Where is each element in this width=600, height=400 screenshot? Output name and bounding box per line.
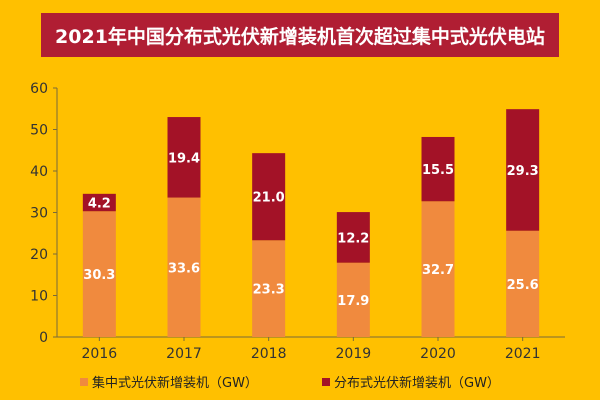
data-label-centralized: 33.6 [168,261,200,276]
data-label-distributed: 29.3 [507,164,539,179]
y-tick-label: 10 [30,289,48,305]
legend-swatch-distributed [322,377,330,386]
bar-distributed [336,212,370,263]
x-tick-label: 2017 [166,346,202,362]
bar-centralized [167,197,201,337]
y-tick-label: 40 [30,164,48,180]
x-tick-label: 2020 [420,346,456,362]
data-label-distributed: 21.0 [253,191,285,206]
bar-distributed [421,136,455,202]
bar-centralized [82,211,116,337]
y-tick-label: 60 [30,81,48,97]
legend: 集中式光伏新增装机（GW） 分布式光伏新增装机（GW） [0,372,600,392]
bar-centralized [506,230,540,337]
title-bar: 2021年中国分布式光伏新增装机首次超过集中式光伏电站 [41,13,559,57]
data-label-centralized: 23.3 [253,283,285,298]
y-tick-label: 30 [30,206,48,222]
legend-label-centralized: 集中式光伏新增装机（GW） [92,376,258,391]
bar-distributed [252,153,286,241]
bar-centralized [252,240,286,337]
data-label-centralized: 30.3 [83,268,115,283]
y-tick-label: 50 [30,123,48,139]
x-tick-label: 2016 [82,346,118,362]
bar-distributed [506,109,540,231]
data-label-centralized: 17.9 [337,294,369,309]
bar-distributed [82,193,116,212]
x-tick-label: 2019 [336,346,372,362]
data-label-distributed: 15.5 [422,163,454,178]
legend-label-distributed: 分布式光伏新增装机（GW） [334,376,500,391]
bar-centralized [421,201,455,337]
legend-item-centralized: 集中式光伏新增装机（GW） [80,372,258,391]
data-label-distributed: 19.4 [168,151,200,166]
data-label-distributed: 4.2 [88,197,111,212]
bar-distributed [167,117,201,198]
x-tick-label: 2018 [251,346,287,362]
x-tick-label: 2021 [505,346,541,362]
chart-title: 2021年中国分布式光伏新增装机首次超过集中式光伏电站 [55,25,545,48]
y-tick-label: 0 [39,330,48,346]
legend-item-distributed: 分布式光伏新增装机（GW） [322,372,500,391]
data-label-centralized: 25.6 [507,278,539,293]
data-label-distributed: 12.2 [337,231,369,246]
bar-centralized [336,262,370,337]
legend-swatch-centralized [80,377,88,386]
y-tick-label: 20 [30,247,48,263]
data-label-centralized: 32.7 [422,263,454,278]
